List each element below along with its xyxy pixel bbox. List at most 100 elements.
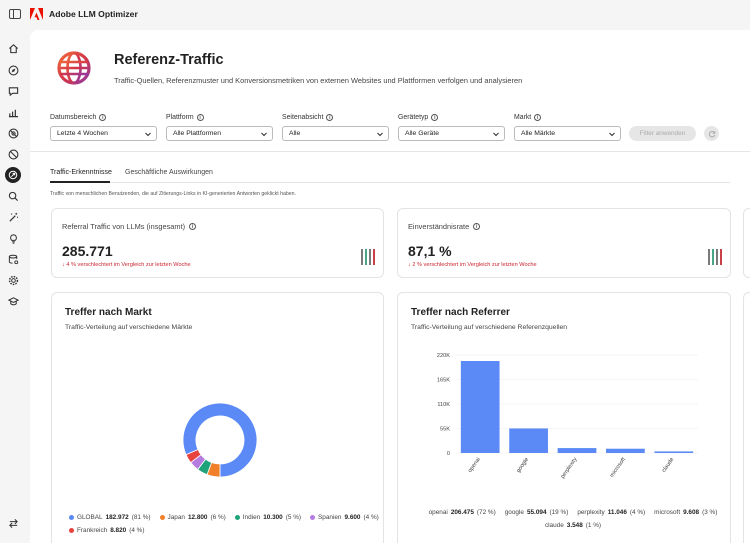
kpi-title: Einverständnisrate: [408, 222, 470, 231]
chart-title: Treffer nach Markt: [65, 307, 152, 318]
kpi-value: 285.771: [62, 243, 113, 259]
adobe-logo-icon: [30, 8, 43, 20]
referral-traffic-icon[interactable]: [5, 167, 21, 183]
market-select[interactable]: Alle Märkte: [514, 126, 621, 141]
chart-subtitle: Traffic-Verteilung auf verschiedene Refe…: [411, 324, 568, 331]
legend-item[interactable]: Indien 10.300 (5 %): [234, 514, 302, 521]
donut-slice-global[interactable]: [182, 402, 258, 478]
tabs-divider: [50, 182, 730, 183]
x-tick-label: claude: [661, 457, 675, 474]
select-value: Alle Märkte: [521, 130, 555, 137]
y-tick-label: 110K: [437, 402, 450, 408]
kpi-change: ↓ 2 % verschlechtert im Vergleich zur le…: [408, 262, 537, 268]
legend-item[interactable]: Spanien 9.600 (4 %): [310, 514, 379, 521]
legend-name: Japan: [167, 514, 185, 521]
no-target-icon[interactable]: [5, 125, 21, 141]
referrer-bar-chart: 0 55K 110K 165K 220K openai google perplexity mi…: [437, 353, 698, 480]
kpi-card-referral-traffic: Referral Traffic von LLMs (insgesamt) i 2…: [51, 208, 384, 278]
legend-name: Spanien: [318, 514, 342, 521]
tab-business-impact[interactable]: Geschäftliche Auswirkungen: [125, 169, 213, 176]
legend-pct: (3 %): [702, 509, 718, 516]
swap-icon[interactable]: [5, 515, 21, 531]
panel-toggle-icon[interactable]: [9, 9, 21, 19]
bar-openai[interactable]: [460, 361, 500, 453]
market-donut-chart: [182, 402, 258, 478]
info-icon[interactable]: i: [189, 223, 197, 230]
y-tick-label: 0: [447, 451, 450, 457]
platform-select[interactable]: Alle Plattformen: [166, 126, 273, 141]
bar-google[interactable]: [509, 428, 548, 453]
bar-chart-icon[interactable]: [5, 104, 21, 120]
compass-icon[interactable]: [5, 62, 21, 78]
filter-label: Datumsbereich: [50, 114, 97, 121]
main-content: Referenz-Traffic Traffic-Quellen, Refere…: [30, 30, 750, 543]
legend-item[interactable]: perplexity 11.046 (4 %): [577, 509, 645, 516]
search-icon[interactable]: [5, 188, 21, 204]
legend-pct: (4 %): [363, 514, 379, 521]
filter-label: Plattform: [166, 114, 194, 121]
info-icon[interactable]: i: [431, 114, 439, 121]
home-icon[interactable]: [5, 40, 21, 56]
legend-pct: (6 %): [210, 514, 226, 521]
legend-value: 9.600: [344, 514, 361, 521]
filter-page-intent: Seitenabsicht i Alle: [282, 114, 389, 141]
refresh-icon: [708, 130, 715, 137]
legend-item[interactable]: GLOBAL 182.972 (81 %): [69, 514, 151, 521]
kpi-value: 87,1 %: [408, 243, 452, 259]
legend-pct: (72 %): [476, 509, 496, 516]
lightbulb-icon[interactable]: [5, 230, 21, 246]
legend-item[interactable]: openai 206.475 (72 %): [429, 509, 496, 516]
info-icon[interactable]: i: [326, 114, 334, 121]
device-type-select[interactable]: Alle Geräte: [398, 126, 505, 141]
bar-perplexity[interactable]: [557, 448, 597, 453]
y-tick-label: 55K: [440, 427, 450, 433]
legend-item[interactable]: microsoft 9.608 (3 %): [654, 509, 717, 516]
legend-value: 182.972: [105, 514, 129, 521]
page-intent-select[interactable]: Alle: [282, 126, 389, 141]
filter-label: Markt: [514, 114, 532, 121]
legend-value: 9.608: [683, 509, 700, 516]
legend-name: google: [504, 509, 524, 516]
magic-wand-icon[interactable]: [5, 209, 21, 225]
graduation-cap-icon[interactable]: [5, 293, 21, 309]
bar-microsoft[interactable]: [606, 448, 645, 453]
date-range-select[interactable]: Letzte 4 Wochen: [50, 126, 157, 141]
bar-claude[interactable]: [654, 451, 694, 453]
info-icon[interactable]: i: [99, 114, 107, 121]
legend-value: 10.300: [263, 514, 283, 521]
donut-slice-frankreich[interactable]: [185, 449, 202, 464]
legend-pct: (19 %): [549, 509, 569, 516]
legend-item[interactable]: Frankreich 8.820 (4 %): [69, 527, 144, 534]
chevron-down-icon: [493, 132, 499, 137]
blocked-icon[interactable]: [5, 146, 21, 162]
gear-icon[interactable]: [5, 272, 21, 288]
legend-pct: (5 %): [285, 514, 302, 521]
chart-title: Treffer nach Referrer: [411, 307, 510, 318]
legend-swatch: [69, 528, 74, 533]
filter-label: Seitenabsicht: [282, 114, 324, 121]
chat-icon[interactable]: [5, 83, 21, 99]
legend-value: 12.800: [187, 514, 208, 521]
tab-traffic-insights[interactable]: Traffic-Erkenntnisse: [50, 169, 112, 176]
page-subtitle: Traffic-Quellen, Referenzmuster und Konv…: [114, 76, 523, 85]
data-settings-icon[interactable]: [5, 251, 21, 267]
legend-item[interactable]: google 55.094 (19 %): [505, 509, 569, 516]
legend-item[interactable]: claude 3.548 (1 %): [545, 522, 601, 529]
page-title: Referenz-Traffic: [114, 52, 224, 68]
info-icon[interactable]: i: [534, 114, 542, 121]
legend-name: microsoft: [654, 509, 681, 516]
referrer-legend: openai 206.475 (72 %) google 55.094 (19 %) p…: [418, 509, 728, 529]
chart-subtitle: Traffic-Verteilung auf verschiedene Märk…: [65, 324, 193, 331]
legend-swatch: [234, 515, 240, 520]
info-icon[interactable]: i: [473, 223, 481, 230]
apply-filters-button[interactable]: Filter anwenden: [629, 126, 696, 141]
legend-value: 11.046: [607, 509, 627, 516]
chevron-down-icon: [145, 132, 151, 137]
legend-item[interactable]: Japan 12.800 (6 %): [159, 514, 226, 521]
legend-name: Frankreich: [77, 527, 108, 534]
kpi-card-consent-rate: Einverständnisrate i 87,1 % ↓ 2 % verschl…: [397, 208, 731, 278]
legend-value: 3.548: [566, 522, 583, 529]
market-legend: GLOBAL 182.972 (81 %) Japan 12.800 (6 %) Ind…: [69, 514, 379, 534]
reset-filters-button[interactable]: [704, 126, 719, 141]
info-icon[interactable]: i: [196, 114, 204, 121]
